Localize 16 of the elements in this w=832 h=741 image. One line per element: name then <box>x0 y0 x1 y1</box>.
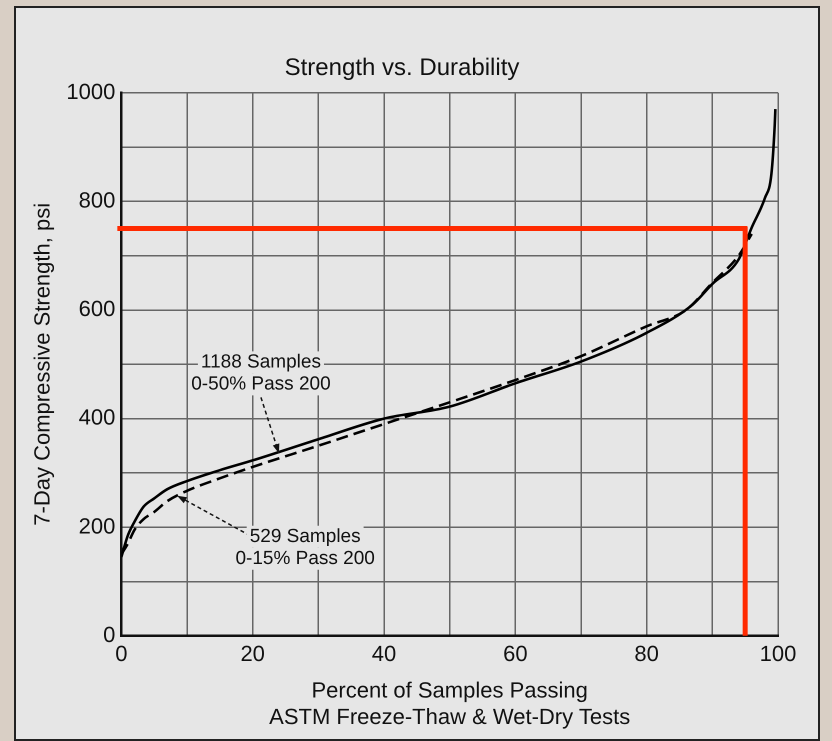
y-tick-label: 600 <box>78 296 116 322</box>
x-tick-label: 40 <box>372 641 396 666</box>
y-tick-label: 0 <box>103 622 116 647</box>
y-tick-label: 400 <box>78 404 116 430</box>
chart-title: Strength vs. Durability <box>284 54 520 82</box>
y-tick-label: 1000 <box>66 78 116 104</box>
x-axis-title: Percent of Samples Passing ASTM Freeze-Thaw & Wet-Dry Tests <box>269 677 630 729</box>
y-axis-title: 7-Day Compressive Strength, psi <box>29 202 54 526</box>
x-tick-label: 80 <box>634 641 659 666</box>
y-tick-label: 800 <box>78 187 116 212</box>
x-tick-label: 60 <box>503 641 528 666</box>
y-tick-label: 200 <box>78 513 116 538</box>
x-tick-label: 20 <box>240 641 265 666</box>
annotation: 1188 Samples 0-50% Pass 200 <box>191 352 331 395</box>
annotation: 529 Samples 0-15% Pass 200 <box>235 526 375 569</box>
x-tick-label: 100 <box>760 641 796 666</box>
